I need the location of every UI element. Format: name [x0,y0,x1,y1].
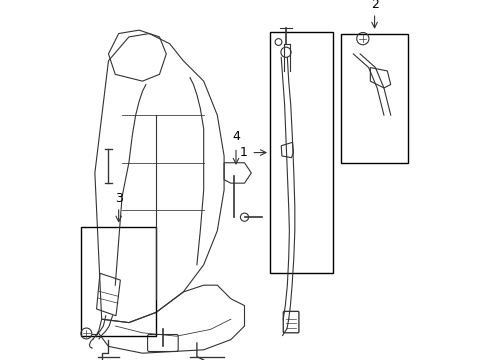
Text: 4: 4 [232,130,240,143]
Text: 1: 1 [240,146,247,159]
Bar [81,228,156,336]
Text: 3: 3 [115,192,122,205]
Bar [341,33,407,163]
Text: 2: 2 [370,0,378,12]
Bar [269,32,332,273]
